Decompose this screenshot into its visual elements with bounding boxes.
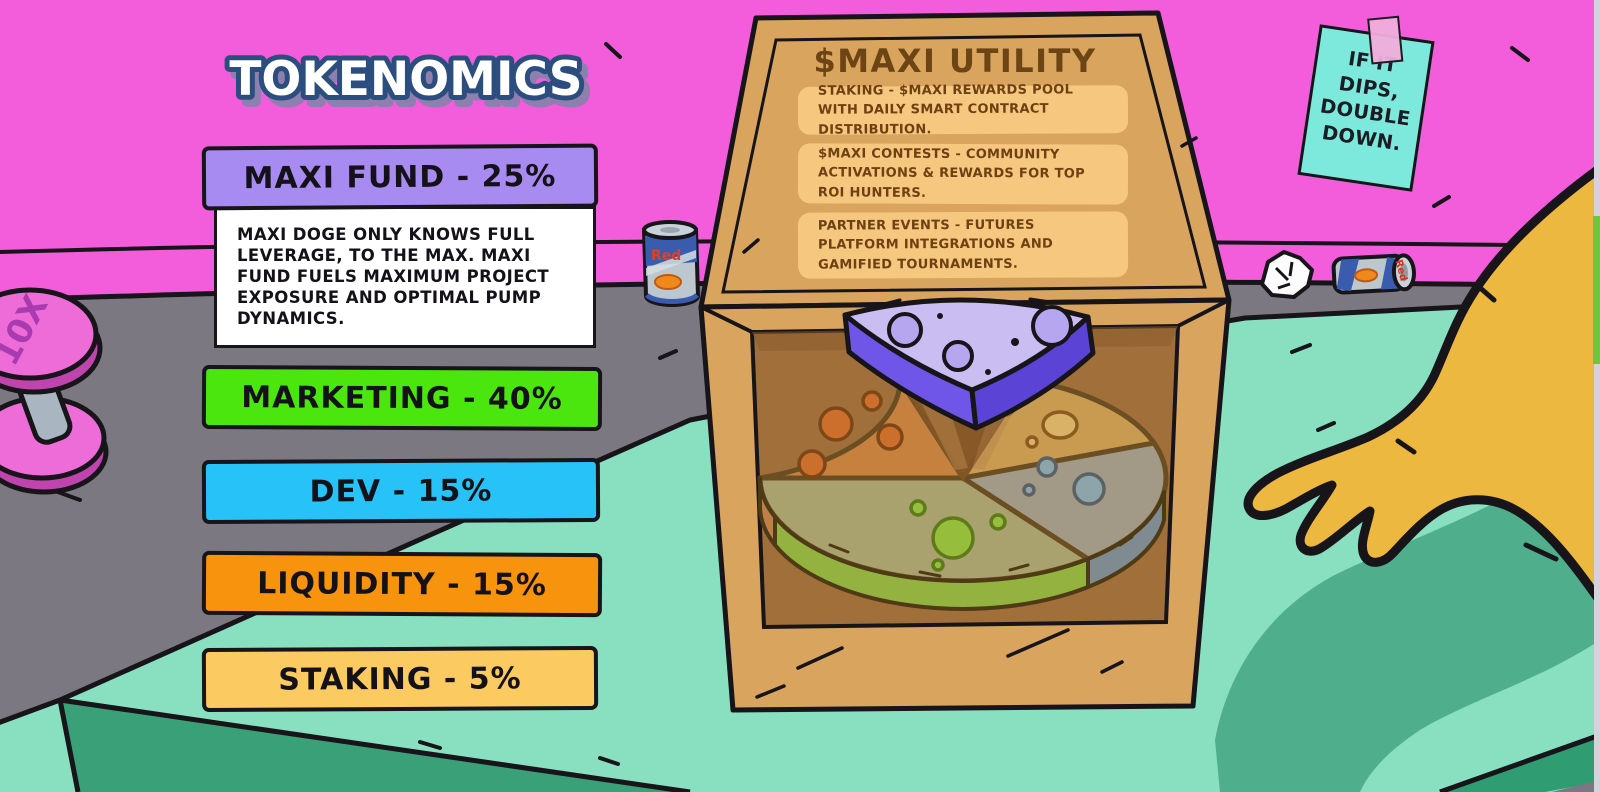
- crust-dashes: [828, 535, 1134, 578]
- arm-creases: [1395, 283, 1559, 562]
- allocation-label: DEV - 15%: [309, 473, 493, 509]
- can-logo: [1354, 268, 1379, 283]
- maxi-fund-description: MAXI DOGE ONLY KNOWS FULL LEVERAGE, TO T…: [214, 206, 596, 348]
- sticky-note: IF IT DIPS, DOUBLE DOWN.: [1297, 15, 1435, 192]
- sticky-note-tape: [1367, 15, 1404, 65]
- box-scratches: [742, 136, 1198, 699]
- can-logo: [654, 274, 682, 290]
- utility-card-text: STAKING - $MAXI REWARDS POOL WITH DAILY …: [817, 82, 1074, 138]
- utility-card-text: $MAXI CONTESTS - COMMUNITY ACTIVATIONS &…: [817, 146, 1085, 201]
- dumbbell: 10X: [0, 287, 109, 495]
- allocation-bar-staking: STAKING - 5%: [201, 645, 599, 713]
- energy-drink-can-lying: Red: [1331, 253, 1416, 295]
- crumpled-paper: [1260, 250, 1314, 299]
- page-title: TOKENOMICS TOKENOMICS: [224, 42, 592, 116]
- utility-card-text: PARTNER EVENTS - FUTURES PLATFORM INTEGR…: [817, 217, 1054, 273]
- utility-card-staking: STAKING - $MAXI REWARDS POOL WITH DAILY …: [797, 82, 1129, 138]
- slice-pepperoni: [887, 305, 1073, 372]
- can-brand-text: Red: [1392, 259, 1408, 283]
- allocation-bar-dev: DEV - 15%: [201, 457, 601, 525]
- utility-card-contests: $MAXI CONTESTS - COMMUNITY ACTIVATIONS &…: [797, 143, 1129, 205]
- hand-shadow: [1215, 440, 1600, 792]
- speck-marks: [56, 42, 1530, 766]
- energy-drink-can-standing: Red: [641, 220, 701, 307]
- toppings-olive: [909, 499, 1007, 572]
- can-brand-text: Red: [651, 248, 681, 264]
- allocation-label: LIQUIDITY - 15%: [257, 565, 547, 603]
- utility-card-partner-events: PARTNER EVENTS - FUTURES PLATFORM INTEGR…: [797, 211, 1129, 279]
- scrollbar-track[interactable]: [1593, 0, 1600, 792]
- pizza-slice-orange: [757, 377, 966, 481]
- pepperoni-orange: [797, 390, 904, 479]
- toppings-gray: [1022, 456, 1106, 506]
- page-title-text: TOKENOMICS: [229, 52, 582, 107]
- utility-board-title: $MAXI UTILITY: [813, 42, 1097, 80]
- allocation-bar-maxi-fund: MAXI FUND - 25%: [201, 143, 599, 211]
- allocation-bar-liquidity: LIQUIDITY - 15%: [201, 550, 603, 618]
- reaching-arm: [1243, 163, 1600, 606]
- allocation-bar-marketing: MARKETING - 40%: [201, 364, 603, 432]
- allocation-label: STAKING - 5%: [278, 660, 522, 698]
- allocation-label: MAXI FUND - 25%: [243, 158, 557, 196]
- page-title-shadow: TOKENOMICS: [235, 59, 588, 114]
- scrollbar-thumb: [1593, 216, 1600, 364]
- sticky-note-text: IF IT DIPS, DOUBLE DOWN.: [1318, 46, 1412, 156]
- floating-purple-slice: [842, 297, 1096, 431]
- floor-corner-sliver: [1552, 780, 1600, 792]
- allocation-label: MARKETING - 40%: [241, 379, 563, 417]
